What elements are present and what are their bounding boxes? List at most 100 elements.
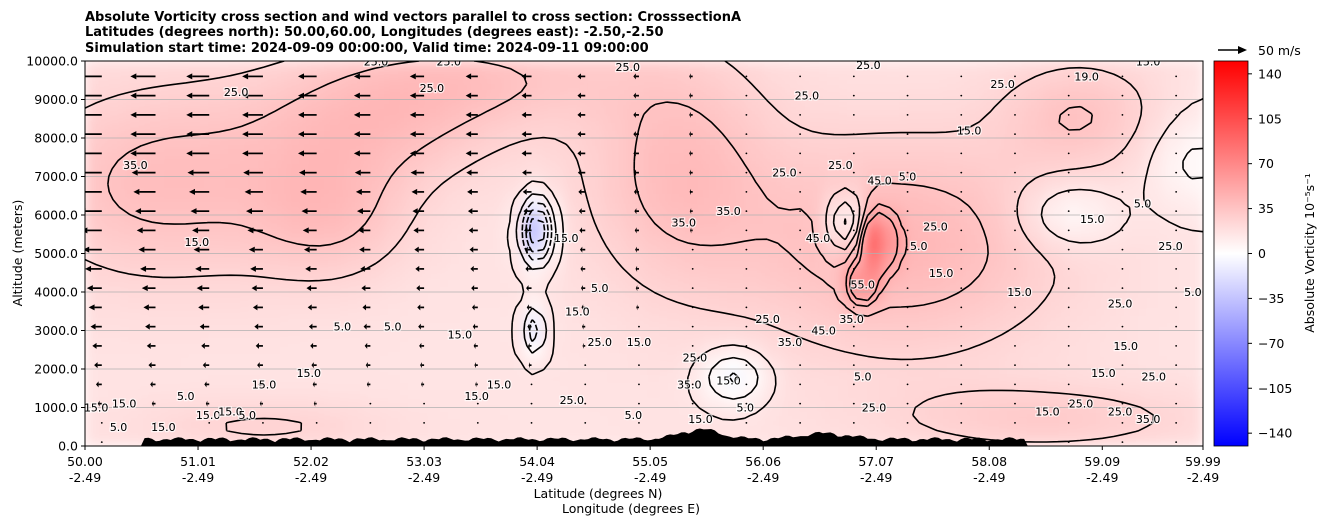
- field-cell: [184, 253, 206, 269]
- wind-vector-head: [356, 208, 363, 215]
- field-cell: [443, 193, 465, 210]
- wind-vector-dot: [1175, 94, 1178, 97]
- field-cell: [1162, 134, 1184, 151]
- field-cell: [1102, 297, 1124, 314]
- field-cell: [184, 208, 206, 225]
- field-cell: [1082, 267, 1104, 284]
- wind-vector-head: [689, 169, 691, 176]
- field-cell: [1142, 61, 1164, 77]
- wind-vector-head: [466, 169, 472, 176]
- field-cell: [1142, 178, 1164, 195]
- field-cell: [903, 297, 924, 314]
- field-cell: [962, 297, 984, 314]
- field-cell: [543, 297, 565, 314]
- field-cell: [663, 134, 685, 151]
- field-cell: [1042, 134, 1064, 151]
- wind-vector-head: [582, 323, 584, 330]
- wind-vector-dot: [960, 248, 963, 251]
- field-cell: [204, 149, 226, 166]
- field-cell: [1042, 149, 1064, 166]
- field-cell: [643, 193, 665, 210]
- wind-vector-head: [359, 246, 365, 253]
- wind-vector-dot: [1175, 210, 1178, 213]
- field-cell: [962, 238, 984, 254]
- x-tick-label-lat: 58.08: [971, 454, 1007, 469]
- wind-vector-head: [130, 111, 137, 118]
- field-cell: [224, 371, 246, 388]
- field-cell: [823, 104, 845, 121]
- field-cell: [483, 371, 505, 388]
- field-cell: [783, 134, 805, 151]
- field-cell: [264, 312, 286, 329]
- field-cell: [523, 134, 545, 151]
- field-cell: [843, 371, 865, 388]
- wind-vector-head: [528, 362, 530, 369]
- contour-label: 15.0: [487, 378, 512, 391]
- field-cell: [1002, 90, 1024, 106]
- field-cell: [144, 119, 166, 136]
- contour-label: 35.0: [671, 217, 696, 230]
- field-cell: [1082, 312, 1104, 329]
- wind-vector-head: [633, 131, 636, 138]
- field-cell: [344, 415, 365, 432]
- wind-vector-head: [522, 169, 527, 176]
- field-cell: [703, 90, 725, 106]
- field-cell: [563, 178, 585, 195]
- field-cell: [703, 223, 725, 240]
- field-cell: [403, 178, 425, 195]
- wind-vector-head: [635, 265, 638, 272]
- wind-vector-head: [95, 381, 99, 388]
- field-cell: [104, 430, 126, 446]
- wind-vector-dot: [906, 171, 909, 174]
- field-cell: [783, 223, 805, 240]
- wind-vector-dot: [1014, 191, 1016, 193]
- wind-vector-dot: [799, 210, 802, 213]
- field-cell: [923, 104, 944, 121]
- field-cell: [1062, 327, 1084, 343]
- wind-vector-head: [150, 381, 153, 388]
- field-cell: [923, 193, 944, 210]
- wind-vector-head: [633, 73, 636, 80]
- field-cell: [1122, 178, 1144, 195]
- wind-vector-head: [85, 227, 88, 234]
- field-cell: [683, 149, 705, 166]
- field-cell: [124, 401, 146, 417]
- field-cell: [883, 312, 905, 329]
- field-cell: [1002, 356, 1024, 373]
- field-cell: [264, 253, 286, 269]
- x-tick-label-lat: 55.05: [632, 454, 668, 469]
- field-cell: [843, 193, 865, 210]
- field-cell: [443, 267, 465, 284]
- contour-label: 25.0: [990, 78, 1015, 91]
- field-cell: [204, 371, 226, 388]
- wind-vector-head: [133, 188, 140, 195]
- field-cell: [244, 312, 266, 329]
- field-cell: [823, 415, 845, 432]
- field-cell: [1102, 430, 1124, 446]
- field-cell: [543, 282, 565, 299]
- field-cell: [284, 356, 306, 373]
- field-cell: [403, 134, 425, 151]
- wind-vector-head: [470, 265, 474, 272]
- contour-label-halo: 35.0: [778, 336, 803, 349]
- contour-label: 35.0: [677, 378, 702, 391]
- field-cell: [1042, 386, 1064, 403]
- field-cell: [1182, 312, 1203, 329]
- field-cell: [304, 267, 326, 284]
- field-cell: [1102, 164, 1124, 180]
- field-cell: [304, 297, 326, 314]
- wind-vector-dot: [1175, 114, 1178, 116]
- wind-vector-dot: [691, 306, 694, 309]
- field-cell: [923, 90, 944, 106]
- field-cell: [144, 267, 166, 284]
- field-cell: [723, 356, 745, 373]
- field-cell: [1142, 371, 1164, 388]
- field-cell: [503, 119, 525, 136]
- wind-vector-dot: [906, 210, 909, 213]
- field-cell: [783, 386, 805, 403]
- field-cell: [304, 178, 326, 195]
- field-cell: [1082, 75, 1104, 92]
- contour-label: 25.0: [1108, 405, 1133, 418]
- contour-label-halo: 5.0: [910, 240, 928, 253]
- field-cell: [583, 208, 605, 225]
